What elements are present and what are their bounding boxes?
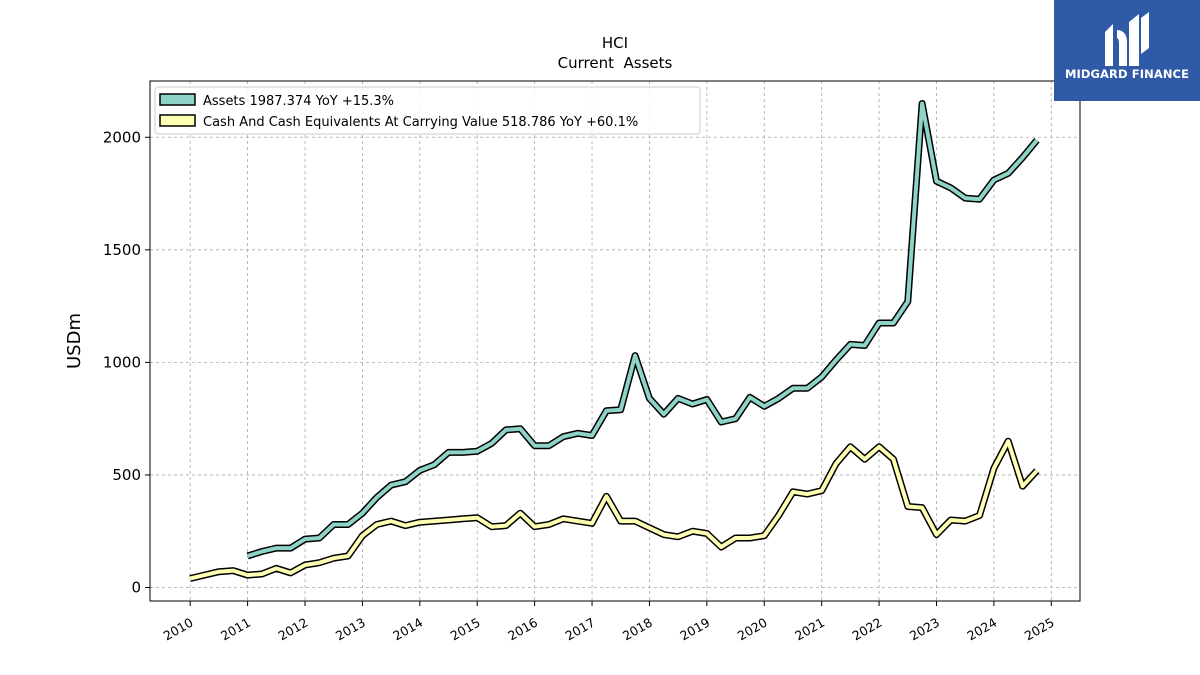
x-tick-label: 2017 (562, 615, 597, 644)
series-line-1 (189, 439, 1039, 581)
legend-label-0: Assets 1987.374 YoY +15.3% (203, 94, 394, 109)
legend-swatch-0 (159, 93, 196, 106)
x-tick-label: 2011 (218, 615, 253, 644)
x-tick-label: 2019 (677, 615, 712, 644)
legend-label-1: Cash And Cash Equivalents At Carrying Va… (203, 115, 638, 130)
y-tick-label: 1000 (103, 353, 141, 371)
watermark-text: MIDGARD FINANCE (1064, 67, 1190, 81)
x-tick-label: 2022 (850, 615, 885, 644)
x-tick-label: 2025 (1022, 615, 1057, 644)
x-tick-label: 2013 (333, 615, 368, 644)
plot-frame (149, 80, 1081, 602)
x-tick-label: 2010 (161, 615, 196, 644)
x-tick-label: 2018 (620, 615, 655, 644)
grid (150, 81, 1080, 601)
x-tick-label: 2012 (275, 615, 310, 644)
legend-box (154, 86, 701, 135)
y-axis-label: USDm (64, 313, 85, 369)
x-tick-label: 2021 (792, 615, 827, 644)
y-tick-label: 1500 (103, 241, 141, 259)
x-tick-label: 2023 (907, 615, 942, 644)
y-tick-label: 0 (131, 578, 141, 596)
watermark-logo: MIDGARD FINANCE (1054, 0, 1200, 101)
x-tick-label: 2020 (735, 615, 770, 644)
x-tick-label: 2024 (964, 615, 999, 644)
x-tick-label: 2015 (448, 615, 483, 644)
series-group (189, 100, 1040, 582)
y-tick-label: 500 (112, 466, 141, 484)
y-tick-label: 2000 (103, 128, 141, 146)
y-axis-ticks: 0 500 1000 1500 2000 (103, 128, 150, 596)
legend: Assets 1987.374 YoY +15.3% Cash And Cash … (154, 86, 701, 135)
x-axis-ticks: 2010 2011 2012 2013 2014 2015 2016 2017 2018 2019… (161, 601, 1057, 644)
series-line-0 (246, 101, 1039, 558)
legend-swatch-1 (159, 114, 196, 127)
chart-subtitle: Current Assets (558, 54, 673, 72)
logo-mark-icon (1105, 12, 1149, 66)
x-tick-label: 2016 (505, 615, 540, 644)
x-tick-label: 2014 (390, 615, 425, 644)
chart-title: HCI (602, 34, 628, 52)
